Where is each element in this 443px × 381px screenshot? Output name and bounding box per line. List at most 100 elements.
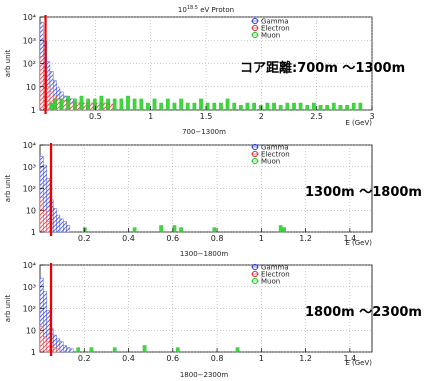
muon-bar [245,102,250,111]
x-tick-label: 2 [259,112,264,121]
muon-bar [318,105,323,111]
muon-bar [252,102,256,111]
series-muon [82,225,286,233]
legend-label: Electron [261,151,290,159]
muon-bar [212,227,217,233]
x-tick-label: 1.4 [343,354,356,363]
x-tick-label: 0.5 [89,112,102,121]
x-tick-label: 1.2 [299,354,312,363]
muon-bar [305,105,310,111]
gamma-bar [69,348,74,353]
series-muon [76,345,240,353]
muon-bar [312,102,316,111]
x-tick-label: 0.6 [166,234,179,243]
muon-bar [338,105,343,111]
muon-bar [212,102,217,111]
muon-bar [142,345,147,353]
muon-bar [76,347,81,353]
y-tick-label: 10⁴ [23,261,36,270]
panel-3: 0.2 0.4 0.6 0.8 1 1.2 1.4 1 10 10² 10³ 10⁴ arb unit E… [4,261,422,379]
muon-bar [172,102,177,111]
muon-bar [132,98,137,111]
muon-bar [165,98,170,111]
muon-bar [139,98,144,111]
muon-bar [86,98,91,111]
muon-bar [282,227,286,233]
muon-bar [53,98,57,111]
x-tick-label: 2.5 [310,112,323,121]
muon-bar [112,98,117,111]
muon-bar [126,95,130,111]
muon-bar [82,227,87,233]
muon-bar [185,102,190,111]
gamma-bar [56,214,61,233]
muon-bar [119,98,124,111]
y-tick-label: 10 [26,326,36,335]
electron-bar [46,86,51,111]
y-tick-label: 10⁴ [23,141,36,150]
muon-bar [205,102,210,111]
y-axis-label: arb unit [4,50,12,78]
gamma-bar [53,208,57,233]
x-tick-label: 1 [259,354,264,363]
legend-label: Muon [261,32,280,40]
gamma-bar [66,347,71,353]
electron-bar [82,102,87,111]
distance-annotation: 1800m 〜2300m [305,305,422,320]
electron-bar [69,102,74,111]
muon-bar [358,102,363,111]
muon-bar [159,102,164,111]
muon-bar [132,227,137,233]
muon-bar [238,105,243,111]
y-tick-label: 10² [23,185,36,194]
x-axis-label: E (GeV) [345,239,372,247]
muon-bar [175,347,180,353]
muon-bar [272,102,276,111]
muon-bar [49,102,54,111]
muon-bar [172,225,177,233]
y-tick-label: 10³ [23,283,36,292]
muon-bar [219,102,223,111]
muon-bar [79,95,84,111]
legend-label: Gamma [261,264,289,272]
electron-bar [63,100,67,111]
muon-bar [152,98,157,111]
distance-annotation: コア距離:700m 〜1300m [240,60,405,76]
muon-bar [112,347,117,353]
legend-label: Gamma [261,18,289,26]
muon-bar [146,102,150,111]
electron-bar [56,348,61,353]
muon-bar [92,98,97,111]
x-axis-label: E (GeV) [345,119,372,127]
electron-bar [39,196,44,233]
muon-bar [199,98,203,111]
legend-label: Muon [261,158,280,166]
gamma-bar [63,221,67,233]
x-tick-label: 0.4 [122,354,135,363]
muon-bar [179,227,183,233]
muon-bar [159,225,164,233]
x-tick-label: 0.8 [211,234,224,243]
gamma-bar [66,225,71,233]
x-axis-label: E (GeV) [345,359,372,367]
electron-bar [89,102,94,111]
muon-bar [72,98,77,111]
x-tick-label: 3 [369,112,374,121]
x-tick-label: 0.2 [78,354,91,363]
panel-2: 0.2 0.4 0.6 0.8 1 1.2 1.4 1 10 10² 10³ 10⁴ arb unit E… [4,141,422,258]
y-tick-label: 10⁴ [23,13,36,22]
x-tick-label: 0.2 [78,234,91,243]
muon-bar [325,105,330,111]
y-tick-label: 1 [31,228,36,237]
legend-label: Electron [261,25,290,33]
electron-bar [102,102,107,111]
x-tick-label: 1.2 [299,234,312,243]
muon-bar [179,98,183,111]
panel-1: 0.5 1 1.5 2 2.5 3 1 10 10² 10³ 10⁴ arb unit E (GeV) 1… [4,5,405,136]
panel-caption: 700−1300m [182,128,226,136]
series-muon [49,95,363,111]
y-axis-label: arb unit [4,295,12,323]
